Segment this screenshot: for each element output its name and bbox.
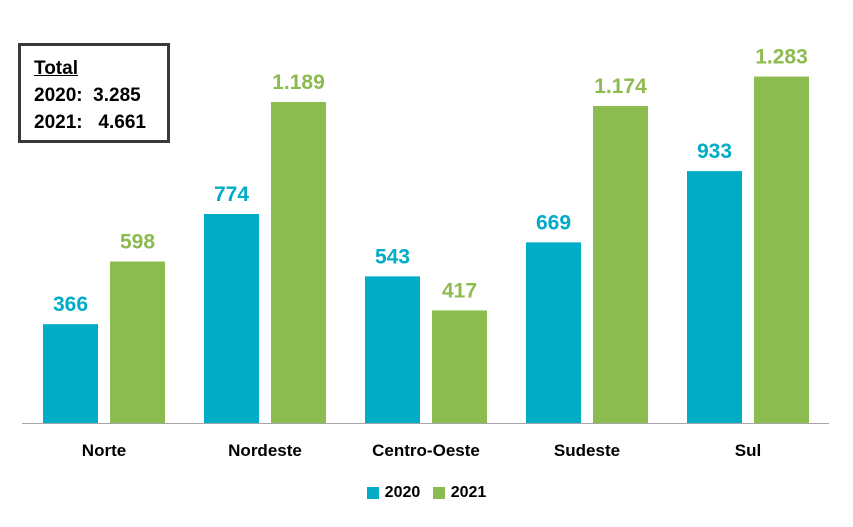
bar-norte-2021 — [110, 261, 165, 423]
bar-sudeste-2021 — [593, 106, 648, 424]
bar-centro-oeste-2021 — [432, 310, 487, 423]
total-2020: 2020: 3.285 — [34, 85, 141, 106]
data-label-norte-2020: 366 — [53, 293, 88, 316]
data-label-centro-oeste-2020: 543 — [375, 245, 410, 268]
data-label-nordeste-2021: 1.189 — [272, 71, 325, 94]
bar-nordeste-2021 — [271, 101, 326, 423]
legend-swatch-2020 — [366, 487, 379, 499]
bar-nordeste-2020 — [204, 214, 259, 423]
data-label-nordeste-2020: 774 — [214, 183, 249, 206]
legend-label-2021: 2021 — [450, 484, 487, 501]
data-label-sudeste-2020: 669 — [536, 211, 571, 234]
data-label-centro-oeste-2021: 417 — [442, 279, 477, 302]
category-label-centro-oeste: Centro-Oeste — [372, 441, 480, 460]
legend: 2020 2021 — [0, 484, 853, 504]
bar-sudeste-2020 — [526, 242, 581, 423]
legend-item-2020: 2020 — [366, 484, 421, 502]
category-label-nordeste: Nordeste — [228, 441, 302, 460]
legend-swatch-2021 — [432, 487, 445, 499]
bar-sul-2020 — [687, 171, 742, 423]
category-label-norte: Norte — [82, 441, 126, 460]
total-title: Total — [34, 58, 78, 79]
data-label-norte-2021: 598 — [120, 231, 155, 254]
category-label-sul: Sul — [735, 441, 761, 460]
category-label-sudeste: Sudeste — [554, 441, 620, 460]
legend-item-2021: 2021 — [432, 484, 487, 502]
total-box: Total 2020: 3.285 2021: 4.661 — [18, 43, 170, 143]
bar-centro-oeste-2020 — [365, 276, 420, 423]
data-label-sul-2020: 933 — [697, 140, 732, 163]
data-label-sudeste-2021: 1.174 — [594, 75, 647, 98]
bar-norte-2020 — [43, 324, 98, 423]
total-2021: 2021: 4.661 — [34, 112, 146, 133]
legend-label-2020: 2020 — [384, 484, 421, 501]
data-label-sul-2021: 1.283 — [755, 46, 808, 69]
bar-sul-2021 — [754, 76, 809, 423]
